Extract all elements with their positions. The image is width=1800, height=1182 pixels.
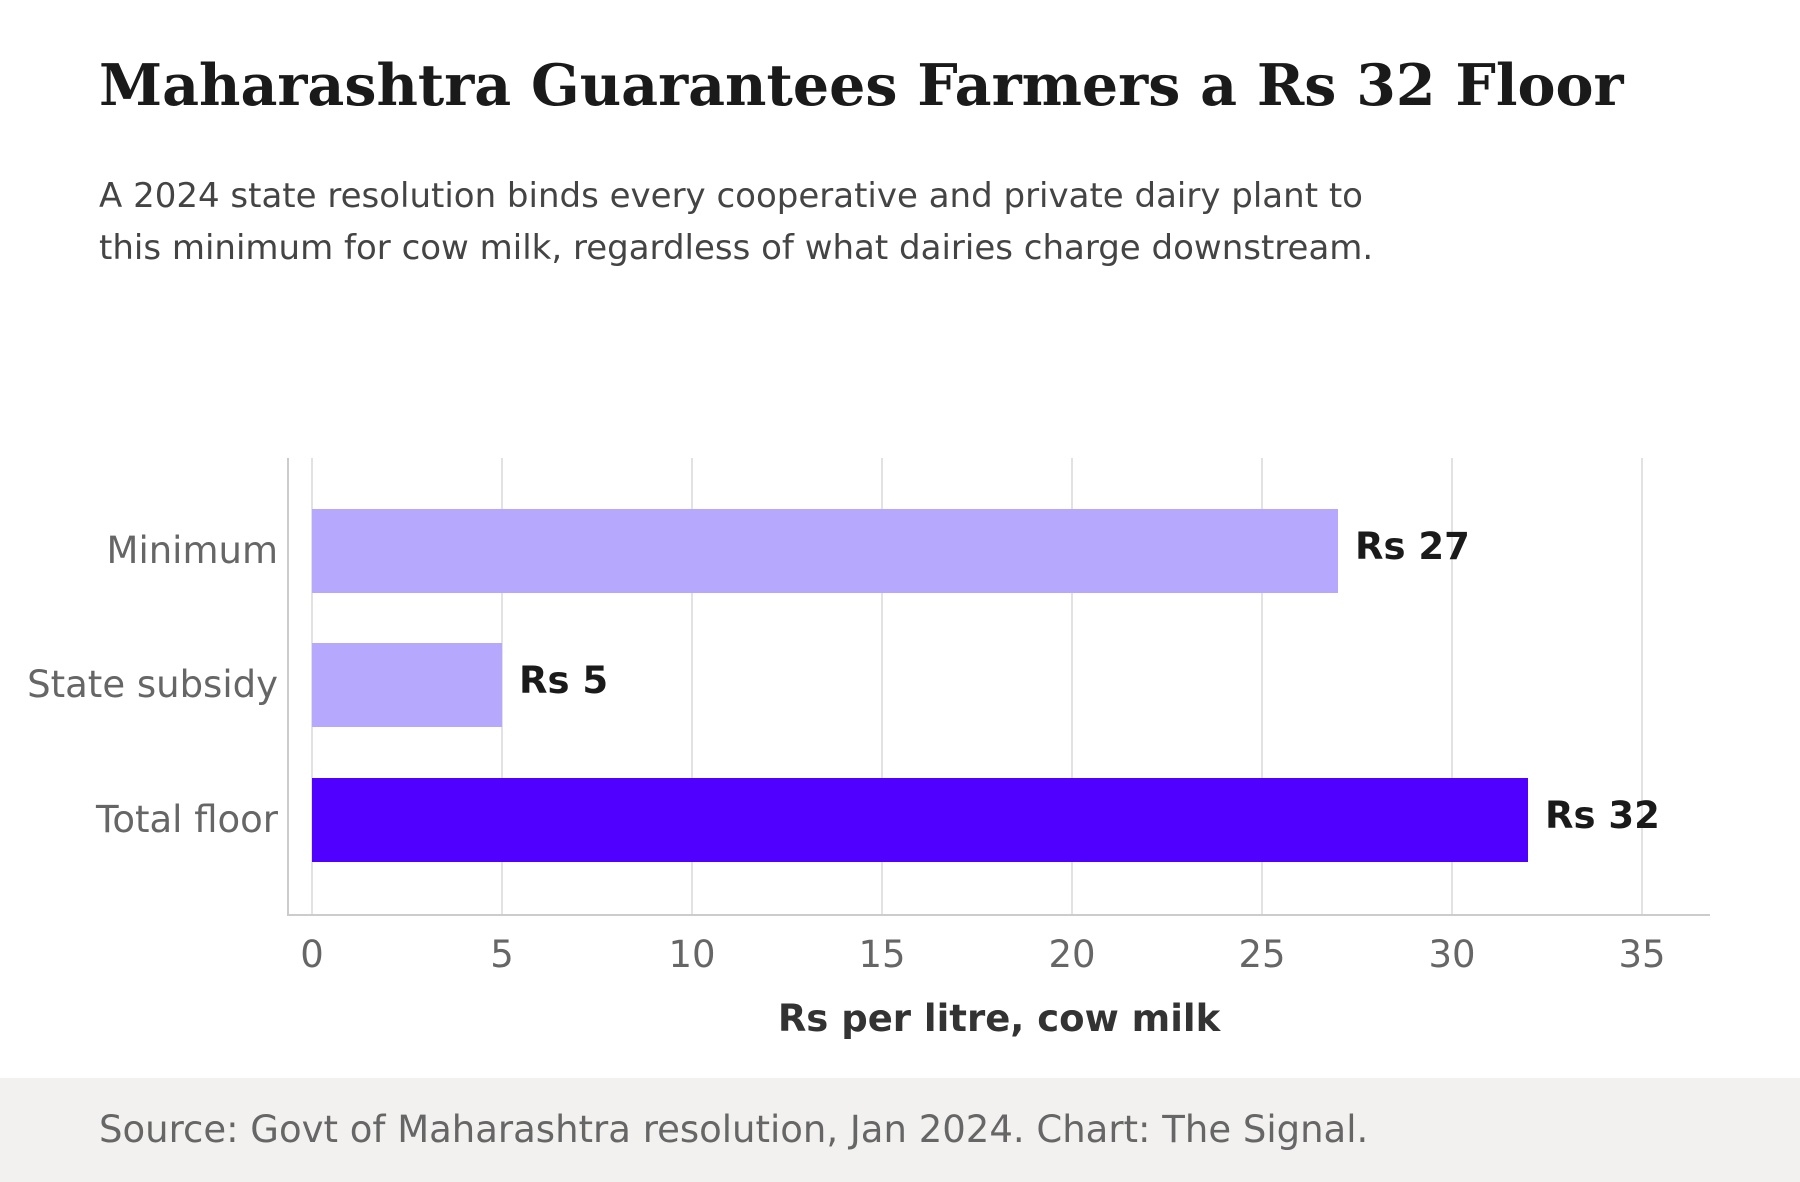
data-label: Rs 27 (1355, 525, 1470, 568)
chart-title: Maharashtra Guarantees Farmers a Rs 32 F… (99, 52, 1624, 119)
x-tick-label: 0 (300, 933, 324, 976)
category-label: State subsidy (27, 663, 278, 706)
data-label: Rs 32 (1545, 794, 1660, 837)
x-axis-title: Rs per litre, cow milk (778, 997, 1222, 1040)
x-tick-label: 25 (1238, 933, 1285, 976)
bar (312, 643, 502, 727)
category-label: Minimum (107, 529, 278, 572)
x-tick-label: 35 (1618, 933, 1665, 976)
data-label: Rs 5 (519, 659, 608, 702)
source-note: Source: Govt of Maharashtra resolution, … (99, 1108, 1369, 1151)
category-label: Total floor (95, 798, 279, 841)
chart-subtitle: A 2024 state resolution binds every coop… (99, 176, 1374, 268)
x-tick-label: 30 (1428, 933, 1475, 976)
x-tick-label: 10 (668, 933, 715, 976)
bar (312, 778, 1528, 862)
bar-chart: Minimum Rs 27 State subsidy Rs 5 Total floor… (27, 458, 1710, 1040)
x-tick-label: 15 (858, 933, 905, 976)
x-tick-label: 20 (1048, 933, 1095, 976)
footer: Source: Govt of Maharashtra resolution, … (0, 1078, 1800, 1182)
bar (312, 509, 1338, 593)
x-tick-label: 5 (490, 933, 514, 976)
